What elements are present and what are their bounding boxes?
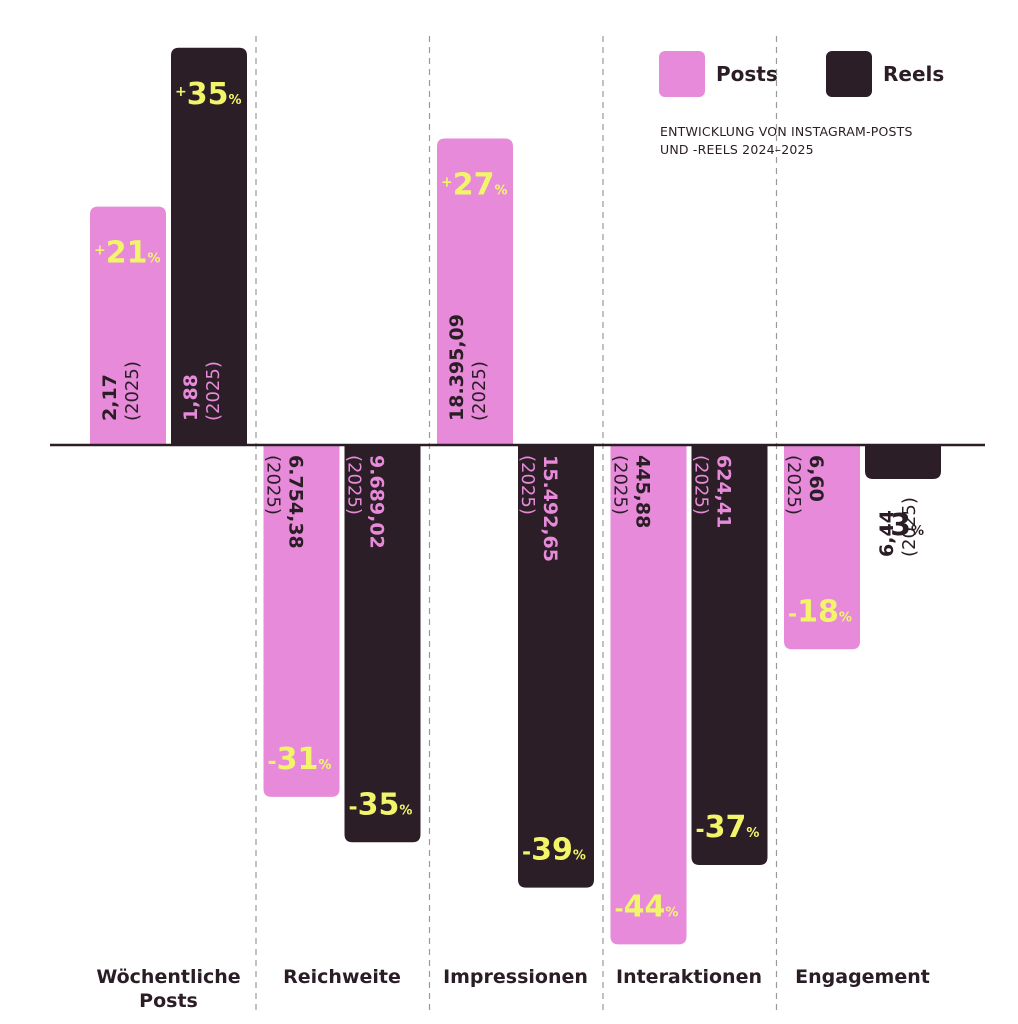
bar-labels: +21%2,17 (2025)-31%6.754,38(2025)+27%18.3… bbox=[94, 77, 924, 925]
subtitle-line-1: ENTWICKLUNG VON INSTAGRAM-POSTS bbox=[660, 124, 913, 139]
bar-reels-2 bbox=[518, 445, 594, 888]
year-value-year: (2025) bbox=[517, 455, 538, 515]
year-value-year: (2025) bbox=[691, 455, 712, 515]
legend-swatch-reels bbox=[826, 51, 872, 97]
legend-label-reels: Reels bbox=[883, 62, 945, 86]
year-value-posts-0: 2,17 (2025) bbox=[99, 361, 143, 421]
bar-reels-1 bbox=[344, 445, 421, 843]
bar-reels-0 bbox=[171, 47, 247, 445]
bars bbox=[90, 47, 941, 945]
category-label-1: Reichweite bbox=[283, 966, 401, 988]
year-value-number: 15.492,65 bbox=[539, 455, 561, 562]
year-value-number: 1,88 bbox=[180, 374, 202, 421]
year-value-year: (2025) bbox=[344, 455, 365, 515]
year-value-year: (2025) bbox=[469, 361, 490, 421]
year-value-number: 2,17 bbox=[99, 374, 121, 421]
bar-reels-4 bbox=[865, 445, 941, 480]
year-value-year: (2025) bbox=[203, 361, 224, 421]
value-label-posts-4: -18% bbox=[788, 594, 852, 629]
year-value-number: 6,44 bbox=[876, 510, 898, 557]
year-value-reels-0: 1,88 (2025) bbox=[180, 361, 224, 421]
year-value-year: (2025) bbox=[122, 361, 143, 421]
year-value-posts-1: 6.754,38(2025) bbox=[263, 455, 307, 549]
year-value-reels-1: 9.689,02(2025) bbox=[344, 455, 388, 549]
bar-posts-1 bbox=[263, 445, 340, 797]
category-label-3: Interaktionen bbox=[616, 966, 762, 988]
category-dividers bbox=[255, 36, 778, 1012]
category-labels: Wöchentliche Posts Reichweite Impressionen I… bbox=[96, 966, 930, 1012]
subtitle-line-2: UND -REELS 2024–2025 bbox=[660, 142, 814, 157]
value-label-reels-0: +35% bbox=[175, 77, 242, 112]
year-value-number: 445,88 bbox=[632, 455, 654, 528]
value-label-posts-3: -44% bbox=[615, 889, 679, 924]
year-value-year: (2025) bbox=[610, 455, 631, 515]
bar-posts-2 bbox=[437, 138, 513, 446]
year-value-year: (2025) bbox=[783, 455, 804, 515]
value-label-posts-2: +27% bbox=[441, 168, 508, 203]
value-label-reels-2: -39% bbox=[522, 833, 586, 868]
chart-subtitle: ENTWICKLUNG VON INSTAGRAM-POSTS UND -REE… bbox=[660, 123, 913, 159]
category-label-2: Impressionen bbox=[443, 966, 588, 988]
year-value-reels-3: 624,41(2025) bbox=[691, 455, 735, 528]
year-value-number: 6,60 bbox=[805, 455, 827, 502]
year-value-year: (2025) bbox=[263, 455, 284, 515]
bar-posts-4 bbox=[784, 445, 860, 650]
category-label-4: Engagement bbox=[795, 966, 930, 988]
legend-label-posts: Posts bbox=[716, 62, 778, 86]
value-label-posts-1: -31% bbox=[268, 742, 332, 777]
year-value-number: 18.395,09 bbox=[446, 314, 468, 421]
year-value-number: 6.754,38 bbox=[285, 455, 307, 549]
year-value-posts-4: 6,60(2025) bbox=[783, 455, 827, 515]
year-value-number: 9.689,02 bbox=[366, 455, 388, 549]
value-label-reels-4: -3% bbox=[881, 508, 924, 543]
year-value-posts-2: 18.395,09 (2025) bbox=[446, 314, 490, 421]
bar-posts-0 bbox=[90, 206, 166, 445]
value-label-reels-3: -37% bbox=[696, 810, 760, 845]
bar-posts-3 bbox=[610, 445, 687, 945]
year-value-year: (2025) bbox=[899, 497, 920, 557]
category-label-0: Wöchentliche Posts bbox=[96, 966, 240, 1012]
year-value-reels-2: 15.492,65(2025) bbox=[517, 455, 561, 562]
value-label-reels-1: -35% bbox=[349, 787, 413, 822]
year-value-posts-3: 445,88(2025) bbox=[610, 455, 654, 528]
legend-swatch-posts bbox=[659, 51, 705, 97]
year-value-number: 624,41 bbox=[713, 455, 735, 528]
year-value-reels-4: 6,44 (2025) bbox=[876, 497, 920, 557]
value-label-posts-0: +21% bbox=[94, 236, 161, 271]
bar-reels-3 bbox=[691, 445, 768, 865]
